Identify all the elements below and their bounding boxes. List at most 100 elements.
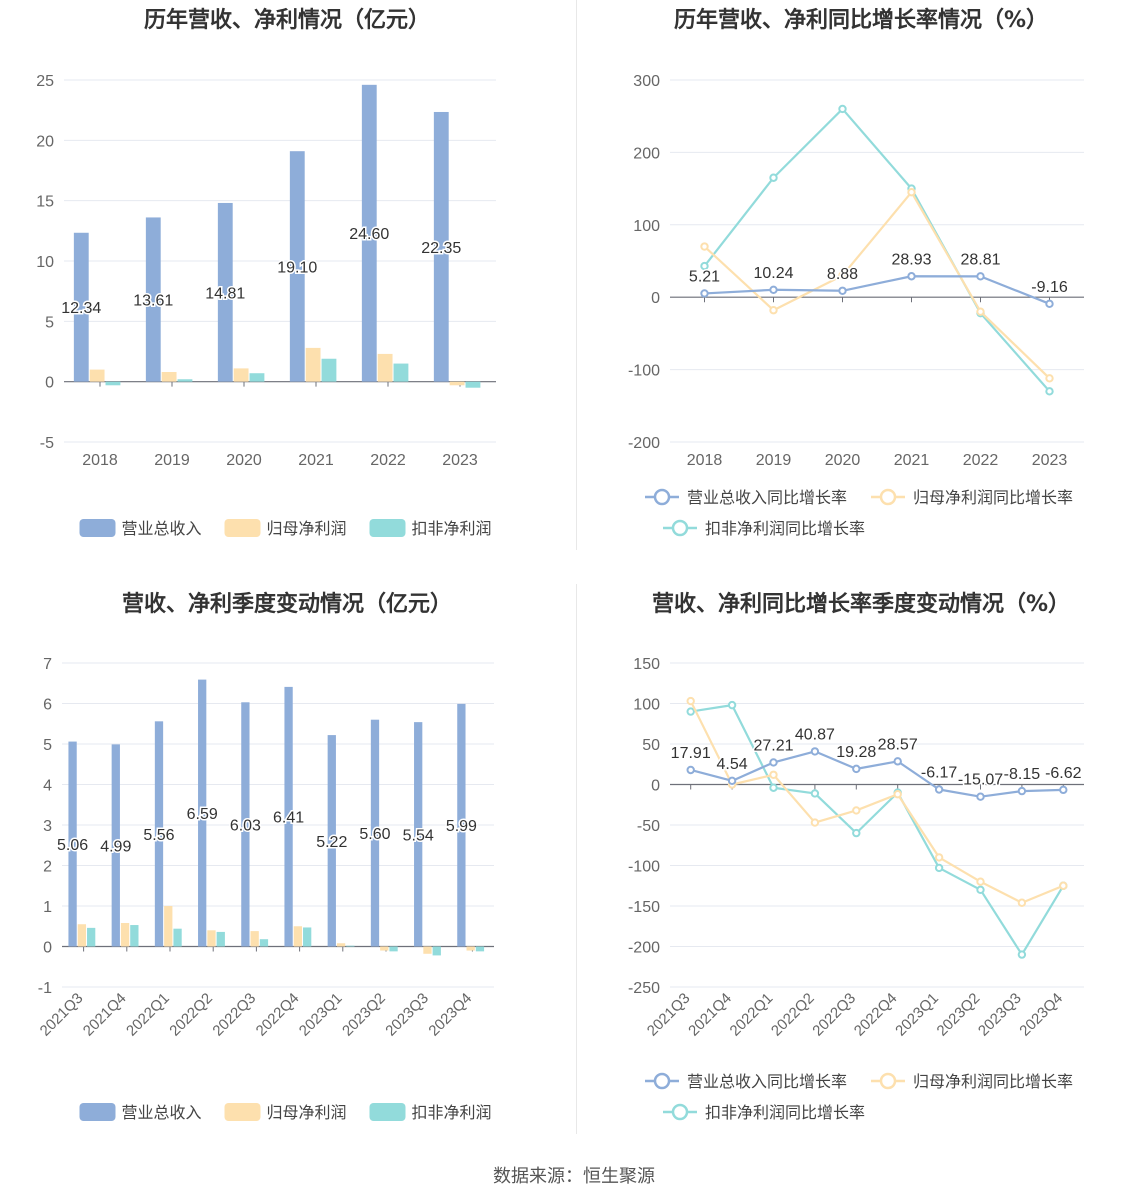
bar-1-5	[293, 926, 303, 947]
x-tick-label: 2022	[370, 452, 406, 469]
bar-value-label: 22.35	[421, 240, 461, 257]
bar-value-label: 5.22	[316, 834, 347, 851]
x-tick-label: 2022Q3	[809, 990, 859, 1040]
series-point-0-9	[1059, 785, 1068, 795]
series-point-2-1	[727, 700, 737, 710]
y-tick-label: 0	[651, 290, 660, 307]
bar-1-1	[161, 372, 177, 382]
point-value-label: -9.16	[1031, 279, 1068, 296]
x-tick-label: 2018	[687, 452, 723, 469]
y-tick-label: 50	[642, 737, 660, 754]
annual-amounts-panel: 历年营收、净利情况（亿元） 25 20 15 10 5 0 -5 2018 2019 2020 20…	[0, 0, 574, 580]
y-tick-label: 3	[43, 818, 52, 835]
point-value-label: 17.91	[671, 745, 711, 762]
series-point-1-0	[700, 242, 709, 251]
bar-1-3	[305, 347, 321, 382]
series-point-2-7	[976, 885, 985, 894]
legend-swatch-marker	[879, 488, 897, 506]
legend[interactable]: 营业总收入 归母净利润 扣非净利润	[79, 519, 492, 538]
legend-swatch-marker	[653, 488, 671, 506]
bar-2-0	[105, 381, 121, 386]
y-tick-label: -150	[628, 899, 660, 916]
bar-2-3	[321, 358, 337, 382]
legend-label: 营业总收入同比增长率	[687, 488, 847, 507]
bar-1-2	[233, 368, 249, 382]
bar-0-1	[145, 217, 161, 382]
y-tick-label: 15	[36, 194, 54, 211]
point-value-label: 10.24	[753, 265, 793, 282]
bar-0-2	[154, 721, 164, 947]
x-tick-label: 2023Q1	[892, 990, 942, 1040]
legend-item[interactable]: 归母净利润同比增长率	[871, 488, 1073, 507]
data-source: 数据来源：恒生聚源	[493, 1166, 655, 1187]
legend-label: 营业总收入	[122, 1103, 202, 1122]
legend-label: 归母净利润	[267, 519, 347, 538]
bar-2-5	[465, 381, 481, 388]
legend-item[interactable]: 营业总收入同比增长率	[645, 488, 847, 507]
x-tick-label: 2018	[82, 452, 118, 469]
bar-0-4	[361, 84, 377, 382]
x-axis: 2018 2019 2020 2021 2022 2023	[82, 381, 478, 469]
bar-1-5	[449, 381, 465, 386]
legend-item[interactable]: 归母净利润	[224, 519, 347, 538]
legend-item[interactable]: 扣非净利润	[369, 519, 492, 538]
point-value-label: -6.62	[1045, 765, 1082, 782]
series-point-0-2	[838, 286, 847, 295]
series-point-0-3	[907, 272, 916, 281]
point-value-label: 5.21	[689, 268, 720, 285]
bar-2-1	[130, 925, 139, 947]
y-tick-label: 100	[633, 697, 660, 714]
x-tick-label: 2023Q4	[425, 990, 475, 1040]
series-point-2-8	[1017, 950, 1027, 959]
x-tick-label: 2021Q3	[37, 990, 87, 1040]
x-axis: 2021Q32021Q42022Q12022Q22022Q32022Q42023…	[37, 946, 475, 1040]
legend-item[interactable]: 营业总收入	[79, 1103, 202, 1122]
legend-item[interactable]: 归母净利润同比增长率	[871, 1072, 1073, 1091]
quarterly-amounts-panel: 营收、净利季度变动情况（亿元） 7 6 5 4 3 2 1 0 -1 2021Q3 2021Q4 20…	[0, 584, 574, 1164]
bar-value-label: 6.03	[230, 817, 261, 834]
x-tick-label: 2022Q1	[123, 990, 173, 1040]
legend-swatch-marker	[671, 519, 689, 537]
panel-divider	[576, 0, 577, 550]
legend-item[interactable]: 扣非净利润同比增长率	[663, 519, 865, 538]
x-tick-label: 2023Q1	[296, 990, 346, 1040]
series-point-0-3	[810, 747, 820, 756]
bar-value-label: 5.54	[403, 827, 434, 844]
y-tick-label: 25	[36, 73, 54, 90]
annual-growth-panel: 历年营收、净利同比增长率情况（%） 300 200 100 0 -100 -200 2018…	[574, 0, 1148, 580]
y-tick-label: 10	[36, 254, 54, 271]
x-tick-label: 2023Q4	[1016, 990, 1066, 1040]
x-tick-label: 2023Q3	[382, 990, 432, 1040]
legend-swatch	[369, 1103, 406, 1121]
point-value-label: 19.28	[836, 744, 876, 761]
point-value-label: 27.21	[753, 737, 793, 754]
quarterly-amounts-chart: 7 6 5 4 3 2 1 0 -12021Q32021Q42022Q12022Q22022Q3…	[37, 656, 494, 1122]
chart-title: 营收、净利同比增长率季度变动情况（%）	[651, 592, 1071, 617]
legend-item[interactable]: 扣非净利润同比增长率	[663, 1103, 865, 1122]
x-tick-label: 2019	[154, 452, 190, 469]
series-point-1-2	[769, 770, 778, 779]
bars	[73, 84, 481, 388]
series-line-2	[690, 704, 1065, 956]
y-grid: 300 200 100 0 -100 -200	[628, 73, 1084, 452]
y-tick-label: -100	[628, 859, 660, 876]
legend[interactable]: 营业总收入 归母净利润 扣非净利润	[79, 1103, 492, 1122]
x-tick-label: 2022Q2	[166, 990, 216, 1040]
legend-label: 营业总收入同比增长率	[687, 1072, 847, 1091]
y-tick-label: -5	[40, 435, 54, 452]
bar-1-4	[377, 353, 393, 382]
legend-item[interactable]: 扣非净利润	[369, 1103, 492, 1122]
x-axis: 2021Q32021Q42022Q12022Q22022Q32022Q42023…	[644, 784, 1066, 1040]
x-tick-label: 2020	[825, 452, 861, 469]
x-tick-label: 2022Q3	[209, 990, 259, 1040]
legend-item[interactable]: 归母净利润	[224, 1103, 347, 1122]
legend-swatch-marker	[653, 1072, 671, 1090]
legend-item[interactable]: 营业总收入同比增长率	[645, 1072, 847, 1091]
chart-title: 历年营收、净利同比增长率情况（%）	[673, 8, 1049, 33]
legend-item[interactable]: 营业总收入	[79, 519, 202, 538]
series-point-0-1	[727, 776, 737, 786]
y-tick-label: 5	[43, 737, 52, 754]
